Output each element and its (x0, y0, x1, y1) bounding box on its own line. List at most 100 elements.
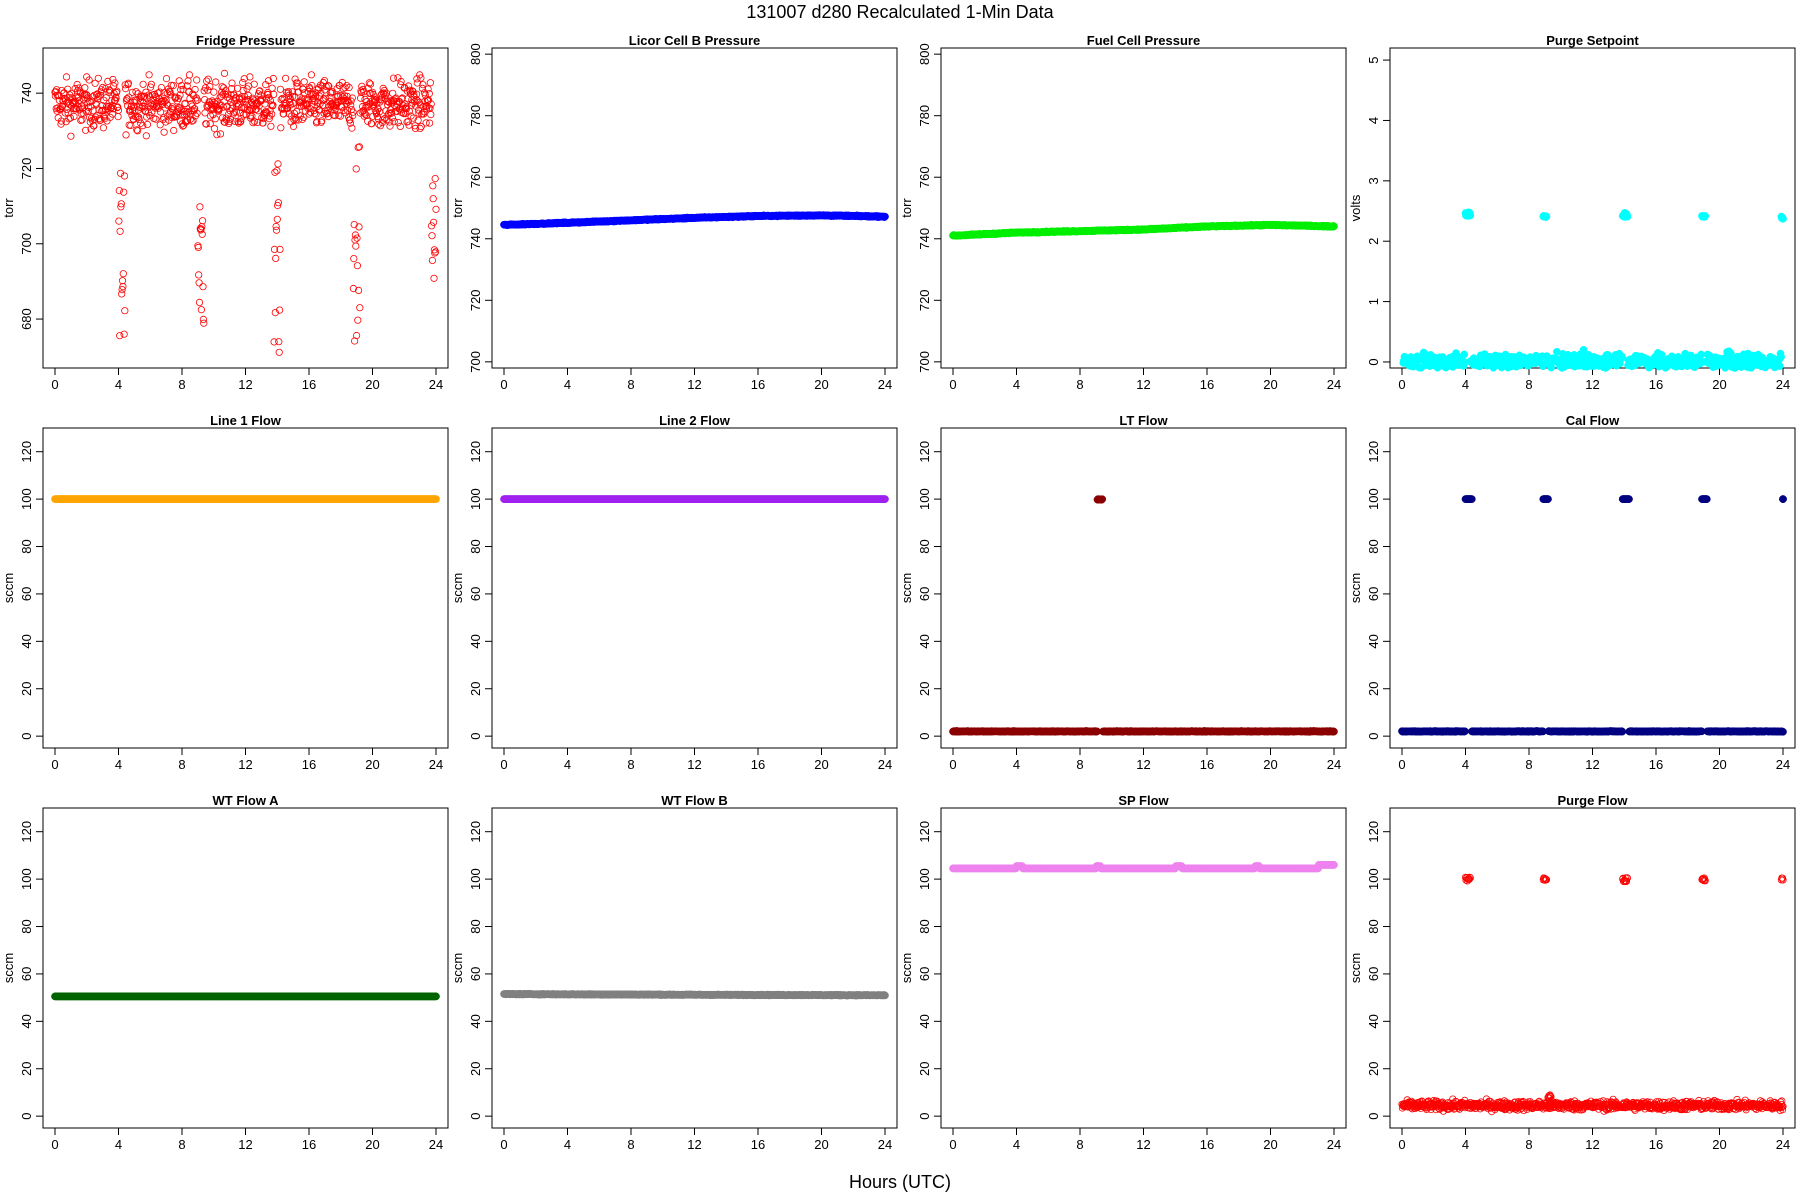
data-point (427, 111, 435, 119)
data-point (123, 95, 131, 103)
y-tick-label: 80 (19, 539, 34, 553)
y-tick-label: 100 (19, 488, 34, 510)
x-tick-label: 24 (429, 757, 443, 772)
data-point (430, 274, 438, 282)
data-point (117, 203, 125, 211)
panel-title: Line 1 Flow (210, 413, 282, 428)
data-point (368, 120, 376, 128)
data-point (279, 110, 288, 118)
data-series (1398, 495, 1787, 736)
data-point (275, 348, 283, 356)
data-point (348, 124, 356, 132)
data-point (136, 94, 144, 102)
data-point (293, 79, 302, 87)
y-tick-label: 100 (1366, 488, 1381, 510)
y-axis-label: torr (899, 198, 914, 218)
x-tick-label: 4 (115, 377, 122, 392)
y-tick-label: 0 (917, 733, 932, 740)
data-point (308, 81, 316, 90)
data-point (271, 308, 279, 317)
data-point (80, 100, 88, 108)
x-tick-label: 8 (1525, 377, 1532, 392)
data-point (272, 254, 280, 262)
panel-title: Fuel Cell Pressure (1087, 33, 1200, 48)
x-tick-label: 8 (1076, 377, 1083, 392)
data-point (270, 245, 279, 253)
data-point (356, 304, 364, 312)
data-point (352, 165, 360, 173)
data-point (428, 256, 436, 264)
data-point (390, 97, 398, 105)
data-point (211, 115, 219, 123)
x-tick-label: 4 (1462, 377, 1469, 392)
data-point (70, 112, 78, 121)
data-point (291, 93, 299, 101)
data-point (291, 75, 299, 83)
data-point (307, 71, 315, 79)
y-tick-label: 20 (19, 682, 34, 696)
data-point (145, 71, 153, 79)
y-tick-label: 60 (917, 587, 932, 601)
data-point (209, 111, 217, 119)
y-tick-label: 120 (917, 441, 932, 463)
data-point (264, 90, 272, 99)
data-point (290, 109, 298, 117)
data-point (372, 96, 380, 104)
data-point (300, 78, 308, 86)
data-point (210, 125, 219, 133)
x-tick-label: 20 (1712, 377, 1726, 392)
data-point (289, 99, 297, 108)
data-point (218, 83, 226, 91)
data-point (253, 118, 261, 127)
x-tick-label: 20 (1263, 377, 1277, 392)
data-point (353, 234, 361, 242)
data-point (237, 115, 245, 123)
data-point (349, 112, 357, 120)
data-point (348, 94, 356, 102)
data-point (262, 95, 271, 103)
data-point (101, 85, 110, 93)
data-point (413, 79, 421, 87)
data-point (1777, 353, 1785, 361)
data-point (349, 108, 357, 116)
data-point (256, 87, 264, 95)
data-point (365, 79, 373, 87)
data-point (118, 290, 126, 298)
x-tick-label: 12 (687, 757, 701, 772)
data-point (432, 205, 440, 213)
data-point (275, 306, 284, 314)
data-point (195, 298, 204, 306)
data-point (1701, 212, 1710, 220)
data-point (249, 119, 257, 127)
data-point (132, 88, 140, 96)
x-tick-label: 24 (429, 377, 443, 392)
data-point (95, 92, 103, 100)
y-tick-label: 80 (1366, 539, 1381, 553)
data-point (141, 92, 149, 100)
data-point (232, 108, 240, 116)
data-point (360, 109, 369, 117)
y-axis-label: torr (450, 198, 465, 218)
data-point (201, 84, 209, 92)
data-point (278, 94, 286, 103)
data-point (410, 98, 419, 106)
data-point (174, 94, 182, 103)
y-tick-label: 3 (1366, 177, 1381, 184)
data-point (249, 94, 257, 102)
x-tick-label: 24 (878, 757, 892, 772)
data-point (311, 93, 319, 101)
data-point (71, 84, 79, 93)
y-axis-label: sccm (899, 573, 914, 603)
data-point (69, 99, 77, 107)
x-tick-label: 4 (564, 757, 571, 772)
x-tick-label: 20 (814, 757, 828, 772)
data-point (368, 97, 376, 105)
y-tick-label: 20 (917, 682, 932, 696)
data-point (1460, 350, 1469, 359)
data-point (409, 114, 417, 122)
y-tick-label: 740 (19, 82, 34, 104)
data-point (111, 79, 119, 87)
y-tick-label: 720 (917, 289, 932, 311)
